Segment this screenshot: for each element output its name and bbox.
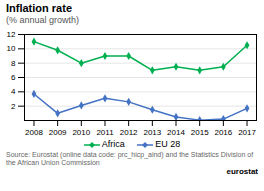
- svg-text:2009: 2009: [49, 128, 67, 137]
- svg-text:2012: 2012: [120, 128, 138, 137]
- svg-text:2015: 2015: [191, 128, 209, 137]
- svg-text:2: 2: [11, 102, 16, 111]
- html-text:(% annual growth): (% annual growth): [6, 15, 79, 25]
- svg-text:8: 8: [11, 59, 16, 68]
- html-text:Africa: Africa: [99, 139, 125, 149]
- svg-text:2017: 2017: [238, 128, 256, 137]
- svg-text:2016: 2016: [214, 128, 232, 137]
- svg-text:4: 4: [11, 87, 16, 96]
- svg-text:12: 12: [7, 30, 16, 39]
- svg-text:6: 6: [11, 73, 16, 82]
- html-text:Inflation rate: Inflation rate: [6, 2, 72, 14]
- svg-text:2008: 2008: [25, 128, 43, 137]
- svg-text:2013: 2013: [143, 128, 161, 137]
- svg-text:2010: 2010: [72, 128, 90, 137]
- svg-text:2014: 2014: [167, 128, 185, 137]
- html-text:Source: Eurostat (online data: Source: Eurostat (online data code: prc_…: [6, 151, 254, 166]
- svg-text:10: 10: [7, 44, 16, 53]
- html-text:eurostat: eurostat: [226, 167, 258, 176]
- svg-text:2011: 2011: [96, 128, 114, 137]
- html-text:EU 28: EU 28: [152, 139, 181, 149]
